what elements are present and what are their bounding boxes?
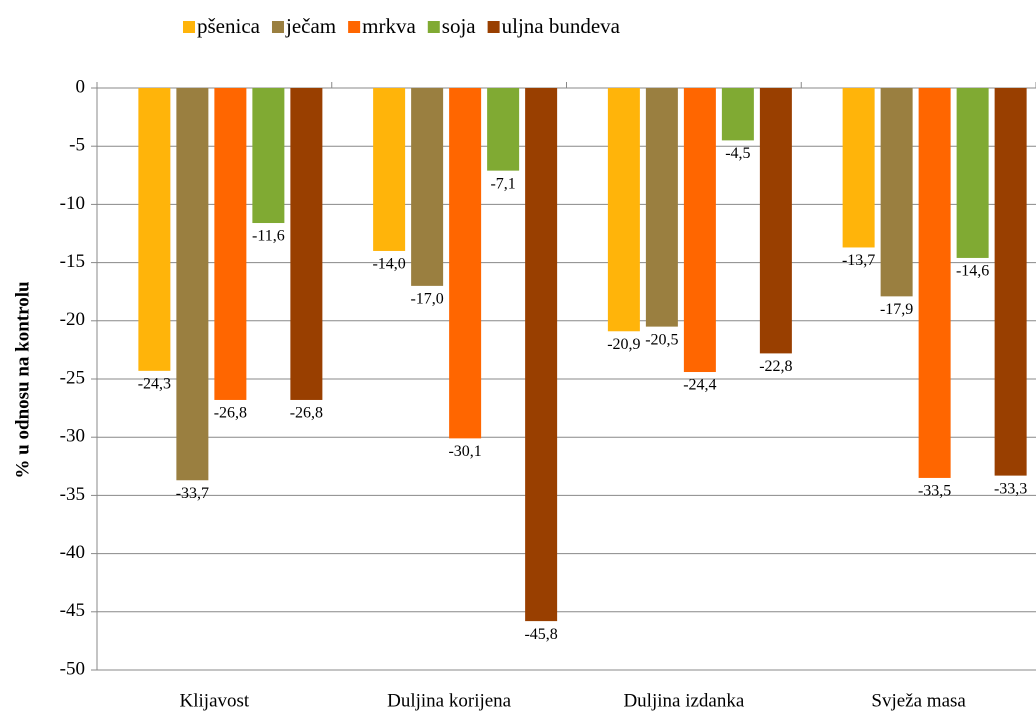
y-tick-label: 0	[76, 76, 86, 97]
bar	[759, 88, 792, 354]
bar	[449, 88, 482, 439]
legend-swatch	[348, 21, 361, 33]
legend-label: uljna bundeva	[502, 14, 621, 38]
bar	[683, 88, 716, 373]
legend-swatch	[271, 21, 284, 33]
value-label: -24,3	[138, 376, 171, 393]
y-tick-label: -45	[60, 600, 85, 621]
legend-swatch	[487, 21, 500, 33]
legend-label: pšenica	[197, 14, 261, 38]
value-label: -11,6	[252, 228, 285, 245]
value-label: -17,0	[410, 291, 443, 308]
value-label: -24,4	[683, 377, 716, 394]
legend-label: mrkva	[362, 14, 416, 38]
bar	[607, 88, 640, 332]
value-label: -7,1	[490, 175, 515, 192]
y-tick-label: -30	[60, 426, 85, 447]
value-label: -13,7	[842, 252, 875, 269]
y-tick-label: -15	[60, 251, 85, 272]
x-tick-label: Svježa masa	[871, 690, 966, 711]
value-label: -26,8	[290, 405, 323, 422]
x-tick-label: Klijavost	[180, 690, 250, 711]
bar	[252, 88, 285, 224]
y-axis-label: % u odnosu na kontrolu	[12, 281, 33, 479]
y-tick-label: -25	[60, 367, 85, 388]
y-tick-label: -35	[60, 484, 85, 505]
legend-label: ječam	[285, 14, 336, 38]
legend-label: soja	[442, 14, 477, 38]
value-label: -17,9	[880, 301, 913, 318]
value-label: -14,6	[956, 263, 989, 280]
bar	[214, 88, 247, 400]
legend-swatch	[427, 21, 440, 33]
value-label: -14,0	[372, 256, 405, 273]
value-label: -4,5	[725, 145, 750, 162]
bar	[525, 88, 558, 622]
value-label: -33,7	[176, 485, 209, 502]
y-tick-label: -50	[60, 658, 85, 679]
bar	[721, 88, 754, 141]
x-tick-label: Duljina korijena	[387, 690, 512, 711]
value-label: -33,5	[918, 483, 951, 500]
y-tick-label: -20	[60, 309, 85, 330]
bar	[918, 88, 951, 478]
x-tick-label: Duljina izdanka	[623, 690, 744, 711]
bar	[290, 88, 323, 400]
value-label: -26,8	[214, 405, 247, 422]
y-tick-label: -40	[60, 542, 85, 563]
bar	[373, 88, 406, 251]
value-label: -33,3	[994, 480, 1027, 497]
bar	[645, 88, 678, 327]
value-label: -20,5	[645, 331, 678, 348]
value-label: -22,8	[759, 358, 792, 375]
bar	[880, 88, 913, 297]
y-tick-label: -5	[69, 135, 85, 156]
bar	[956, 88, 989, 258]
bar	[487, 88, 520, 171]
bar	[138, 88, 171, 371]
value-label: -45,8	[524, 626, 557, 643]
legend-swatch	[183, 21, 195, 33]
value-label: -20,9	[607, 336, 640, 353]
value-label: -30,1	[448, 443, 481, 460]
y-tick-label: -10	[60, 193, 85, 214]
bar	[411, 88, 444, 286]
bar	[176, 88, 209, 481]
bar	[842, 88, 875, 248]
bar	[994, 88, 1027, 476]
